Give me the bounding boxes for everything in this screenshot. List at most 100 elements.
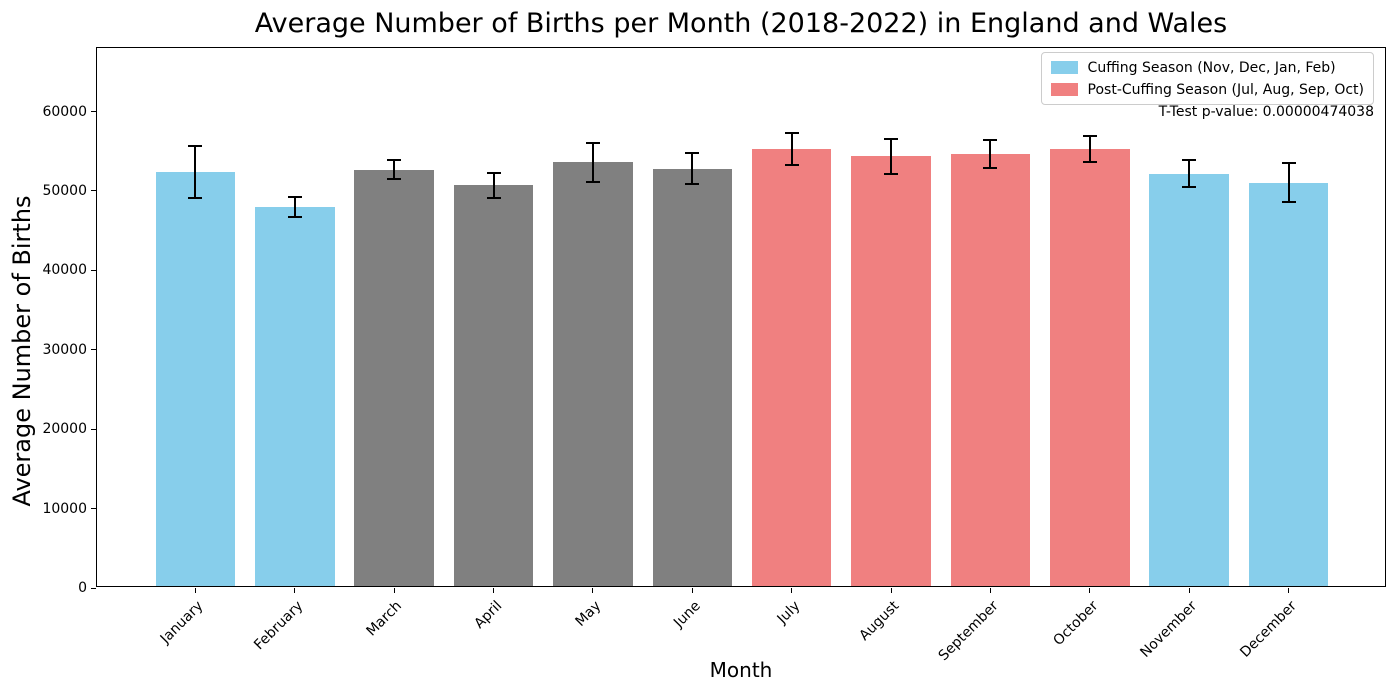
bar-september [950, 153, 1031, 586]
errorbar-cap-bottom-september [983, 166, 998, 169]
errorbar-cap-bottom-december [1281, 201, 1296, 204]
x-tick-june [691, 588, 693, 593]
errorbar-cap-top-december [1281, 161, 1296, 164]
x-tick-july [791, 588, 793, 593]
y-tick-0 [91, 587, 96, 589]
x-tick-december [1288, 588, 1290, 593]
y-tick-label-50000: 50000 [42, 182, 87, 199]
x-tick-label-text-november: November [1137, 598, 1201, 661]
x-tick-august [890, 588, 892, 593]
bar-june [652, 168, 733, 586]
errorbar-cap-top-february [287, 196, 302, 199]
x-tick-label-text-march: March [363, 598, 406, 640]
chart-title: Average Number of Births per Month (2018… [254, 8, 1228, 39]
bar-november [1149, 173, 1229, 586]
errorbar-cap-bottom-january [188, 197, 203, 200]
x-tick-label-text-december: December [1237, 598, 1300, 661]
errorbar-may [591, 142, 594, 182]
bar-july [751, 148, 832, 586]
x-tick-label-text-april: April [470, 598, 505, 632]
x-tick-march [393, 588, 395, 593]
x-tick-label-text-may: May [572, 598, 605, 630]
errorbar-cap-top-june [685, 152, 700, 155]
errorbar-october [1088, 135, 1091, 162]
plot-area: 0 10000 20000 30000 40000 50000 60000 January Fe… [42, 47, 1386, 665]
y-tick-label-10000: 10000 [42, 500, 87, 517]
x-tick-label-text-october: October [1050, 598, 1102, 649]
legend: Cuffing Season (Nov, Dec, Jan, Feb) Post… [1040, 52, 1374, 105]
errorbar-december [1287, 162, 1290, 203]
errorbar-july [790, 132, 793, 165]
y-tick-10000 [91, 508, 96, 510]
pvalue-annotation: T-Test p-value: 0.00000474038 [1158, 104, 1374, 120]
y-tick-60000 [91, 111, 96, 113]
y-tick-20000 [91, 428, 96, 430]
x-tick-september [989, 588, 991, 593]
bar-march [354, 169, 434, 586]
errorbar-cap-bottom-july [784, 163, 799, 166]
y-tick-label-60000: 60000 [42, 103, 87, 120]
errorbar-cap-top-september [983, 138, 998, 141]
legend-label-cuffing: Cuffing Season (Nov, Dec, Jan, Feb) [1087, 59, 1336, 76]
errorbar-cap-bottom-march [387, 178, 402, 181]
bar-december [1248, 182, 1329, 586]
x-tick-label-text-june: June [670, 598, 704, 631]
errorbar-august [890, 138, 893, 174]
x-tick-label-text-september: September [935, 598, 1002, 665]
axis-layer: 0 10000 20000 30000 40000 50000 60000 January Fe… [42, 48, 1385, 665]
errorbar-march [393, 160, 396, 180]
y-tick-label-30000: 30000 [42, 341, 87, 358]
errorbar-cap-bottom-may [585, 180, 600, 183]
x-tick-october [1089, 588, 1091, 593]
x-tick-label-text-february: February [250, 598, 307, 654]
x-tick-february [294, 588, 296, 593]
errorbar-cap-top-july [784, 131, 799, 134]
x-tick-january [194, 588, 196, 593]
y-tick-50000 [91, 190, 96, 192]
errorbar-june [691, 153, 694, 185]
errorbar-cap-top-november [1182, 159, 1197, 162]
y-tick-40000 [91, 269, 96, 271]
errorbar-cap-bottom-april [486, 197, 501, 200]
x-axis-label: Month [709, 658, 773, 682]
errorbar-cap-bottom-june [685, 183, 700, 186]
y-tick-label-0: 0 [78, 580, 87, 596]
legend-entry-post-cuffing: Post-Cuffing Season (Jul, Aug, Sep, Oct) [1050, 80, 1364, 99]
errorbar-cap-bottom-october [1082, 160, 1097, 163]
y-tick-label-20000: 20000 [42, 421, 87, 438]
errorbar-cap-top-october [1082, 134, 1097, 137]
errorbar-cap-top-august [884, 137, 899, 140]
errorbar-january [194, 145, 197, 199]
bar-august [851, 156, 931, 586]
bar-january [155, 171, 236, 586]
bar-april [453, 185, 534, 586]
errorbar-cap-top-january [188, 144, 203, 147]
errorbar-september [989, 139, 992, 168]
legend-swatch-cuffing [1050, 61, 1078, 74]
errorbar-cap-bottom-november [1182, 186, 1197, 189]
errorbar-cap-top-march [387, 159, 402, 162]
x-tick-may [592, 588, 594, 593]
y-tick-label-40000: 40000 [42, 262, 87, 279]
bar-may [553, 162, 633, 586]
x-tick-label-text-august: August [856, 598, 903, 644]
errorbar-november [1188, 160, 1191, 188]
bar-february [255, 207, 335, 586]
errorbar-april [492, 172, 495, 199]
errorbar-cap-bottom-february [287, 216, 302, 219]
legend-swatch-post-cuffing [1050, 83, 1078, 96]
legend-entry-cuffing: Cuffing Season (Nov, Dec, Jan, Feb) [1050, 58, 1364, 77]
legend-label-post-cuffing: Post-Cuffing Season (Jul, Aug, Sep, Oct) [1087, 81, 1364, 98]
x-tick-april [493, 588, 495, 593]
bars-layer [97, 48, 1385, 586]
x-tick-label-text-july: July [773, 598, 804, 628]
errorbar-february [293, 197, 296, 218]
errorbar-cap-top-april [486, 171, 501, 174]
errorbar-cap-top-may [585, 141, 600, 144]
bar-october [1050, 148, 1130, 586]
x-tick-label-text-january: January [157, 598, 207, 647]
y-tick-30000 [91, 349, 96, 351]
errorbar-cap-bottom-august [884, 172, 899, 175]
x-tick-november [1188, 588, 1190, 593]
